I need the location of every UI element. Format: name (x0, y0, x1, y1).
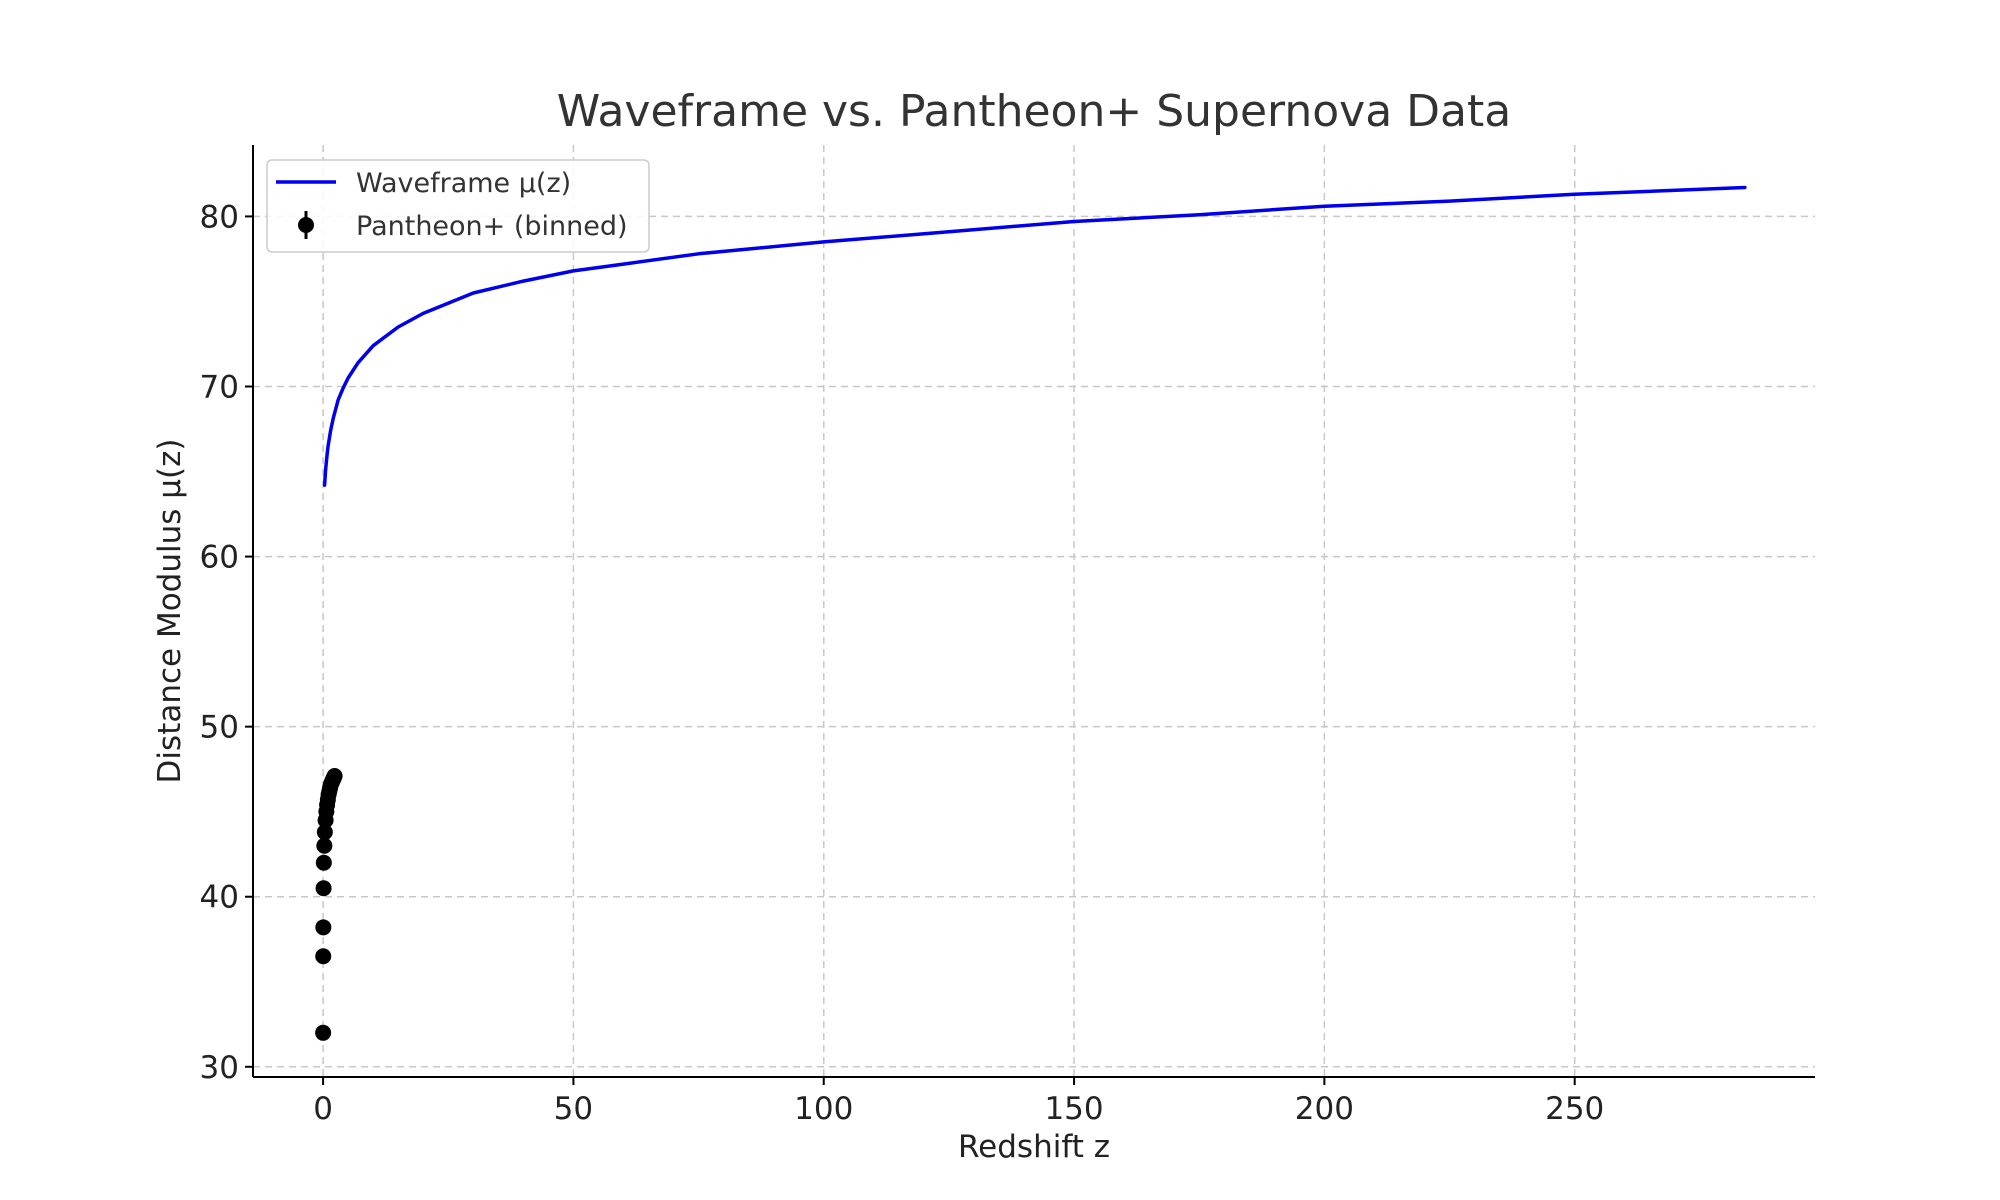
x-tick-label: 200 (1295, 1091, 1354, 1127)
y-tick-label: 70 (200, 370, 239, 406)
pantheon-data-point (315, 854, 332, 871)
pantheon-data-point (326, 767, 343, 784)
y-tick-label: 80 (200, 199, 239, 235)
pantheon-data-point (315, 948, 332, 965)
pantheon-data-point (315, 880, 332, 897)
legend-marker-swatch (298, 217, 314, 233)
series-layer (315, 185, 1747, 1041)
y-axis-label: Distance Modulus μ(z) (152, 439, 188, 784)
pantheon-data-point (316, 837, 333, 854)
x-tick-label: 100 (794, 1091, 853, 1127)
legend: Waveframe μ(z) Pantheon+ (binned) (266, 159, 650, 253)
legend-label-pantheon: Pantheon+ (binned) (356, 211, 628, 242)
waveframe-series-line (322, 185, 1747, 487)
chart-title: Waveframe vs. Pantheon+ Supernova Data (557, 86, 1511, 137)
ticks-layer: 0 50 100 150 200 250 30 40 50 60 70 80 (200, 199, 1605, 1127)
y-tick-label: 50 (200, 710, 239, 746)
pantheon-data-point (315, 919, 332, 936)
x-tick-label: 0 (313, 1091, 333, 1127)
x-axis-label: Redshift z (958, 1129, 1110, 1165)
pantheon-data-point (316, 824, 333, 841)
x-tick-label: 150 (1044, 1091, 1103, 1127)
y-tick-label: 30 (200, 1050, 239, 1086)
legend-label-waveframe: Waveframe μ(z) (356, 168, 571, 199)
axes-layer (252, 145, 1815, 1078)
x-tick-label: 50 (554, 1091, 593, 1127)
pantheon-data-point (315, 1024, 332, 1041)
y-tick-label: 60 (200, 540, 239, 576)
y-tick-label: 40 (200, 880, 239, 916)
x-tick-label: 250 (1545, 1091, 1604, 1127)
grid-layer (253, 145, 1815, 1077)
legend-box (266, 159, 650, 253)
